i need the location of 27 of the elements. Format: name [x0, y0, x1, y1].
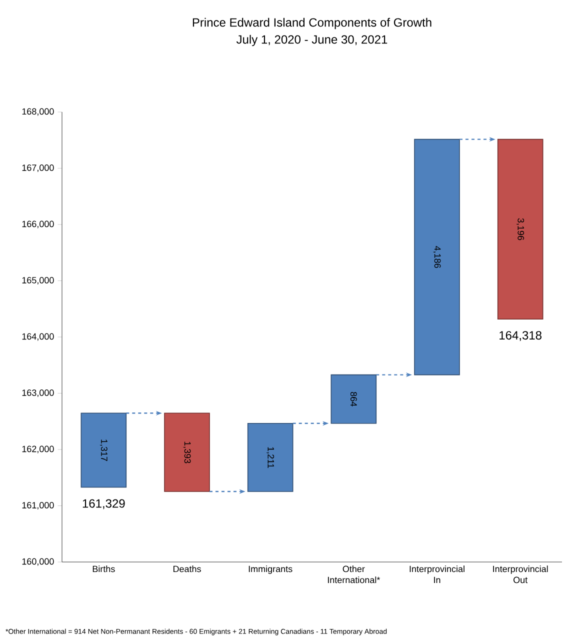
x-tick-label: Other International*: [328, 566, 380, 584]
y-tick-label: 167,000: [22, 164, 54, 172]
y-tick-label: 161,000: [22, 502, 54, 510]
x-tick-label: Deaths: [173, 566, 201, 572]
data-label: 864: [350, 392, 357, 406]
bar: [497, 138, 544, 320]
y-tick-label: 164,000: [22, 333, 54, 341]
data-label: 1,317: [100, 440, 108, 461]
y-tick-label: 166,000: [22, 220, 54, 228]
y-tick-label: 168,000: [22, 108, 54, 116]
data-label: 3,196: [516, 218, 524, 240]
bar: [164, 412, 210, 492]
chart-subtitle: July 1, 2020 - June 30, 2021: [236, 34, 388, 46]
data-label: 1,393: [183, 442, 191, 464]
chart-title: Prince Edward Island Components of Growth: [192, 18, 432, 30]
data-label: 1,211: [266, 447, 274, 468]
y-tick-label: 165,000: [22, 277, 54, 284]
annotation: 164,318: [500, 331, 542, 341]
x-tick-label: Births: [92, 566, 115, 572]
x-tick-label: Interprovincial In: [410, 566, 464, 584]
y-tick-label: 160,000: [22, 558, 54, 566]
annotation: 161,329: [82, 499, 125, 510]
x-tick-label: Interprovincial Out: [493, 566, 548, 584]
x-tick-label: Immigrants: [248, 566, 292, 574]
y-tick-label: 162,000: [22, 446, 54, 454]
data-label: 4,186: [433, 246, 441, 268]
y-tick-label: 163,000: [22, 390, 54, 397]
